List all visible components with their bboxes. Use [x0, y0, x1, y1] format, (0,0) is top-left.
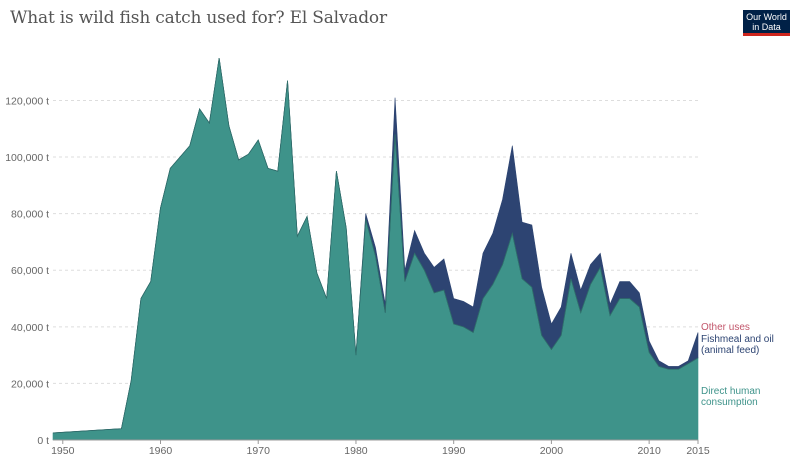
logo-line-1: Our World [746, 12, 787, 22]
y-tick-label: 120,000 t [5, 95, 49, 107]
y-tick-label: 20,000 t [11, 378, 49, 390]
x-tick-label: 2010 [637, 445, 661, 457]
x-tick-label: 1990 [442, 445, 466, 457]
y-tick-label: 100,000 t [5, 152, 49, 164]
chart-title: What is wild fish catch used for? El Sal… [10, 8, 387, 28]
x-tick-label: 1970 [247, 445, 271, 457]
y-tick-label: 40,000 t [11, 322, 49, 334]
x-tick-label: 1960 [149, 445, 173, 457]
logo-line-2: in Data [752, 22, 781, 32]
x-tick-label: 2015 [686, 445, 710, 457]
x-tick-label: 1980 [344, 445, 368, 457]
consumption-outline [52, 57, 699, 434]
y-tick-label: 60,000 t [11, 265, 49, 277]
legend-label: (animal feed) [701, 345, 759, 356]
owid-logo[interactable]: Our World in Data [743, 10, 790, 36]
legend-label: consumption [701, 397, 758, 408]
y-tick-label: 0 t [37, 435, 49, 447]
legend-label: Direct human [701, 386, 760, 397]
x-tick-label: 1950 [51, 445, 75, 457]
legend-label: Fishmeal and oil [701, 334, 774, 345]
legend-label: Other uses [701, 322, 750, 333]
y-tick-label: 80,000 t [11, 209, 49, 221]
x-tick-label: 2000 [540, 445, 564, 457]
